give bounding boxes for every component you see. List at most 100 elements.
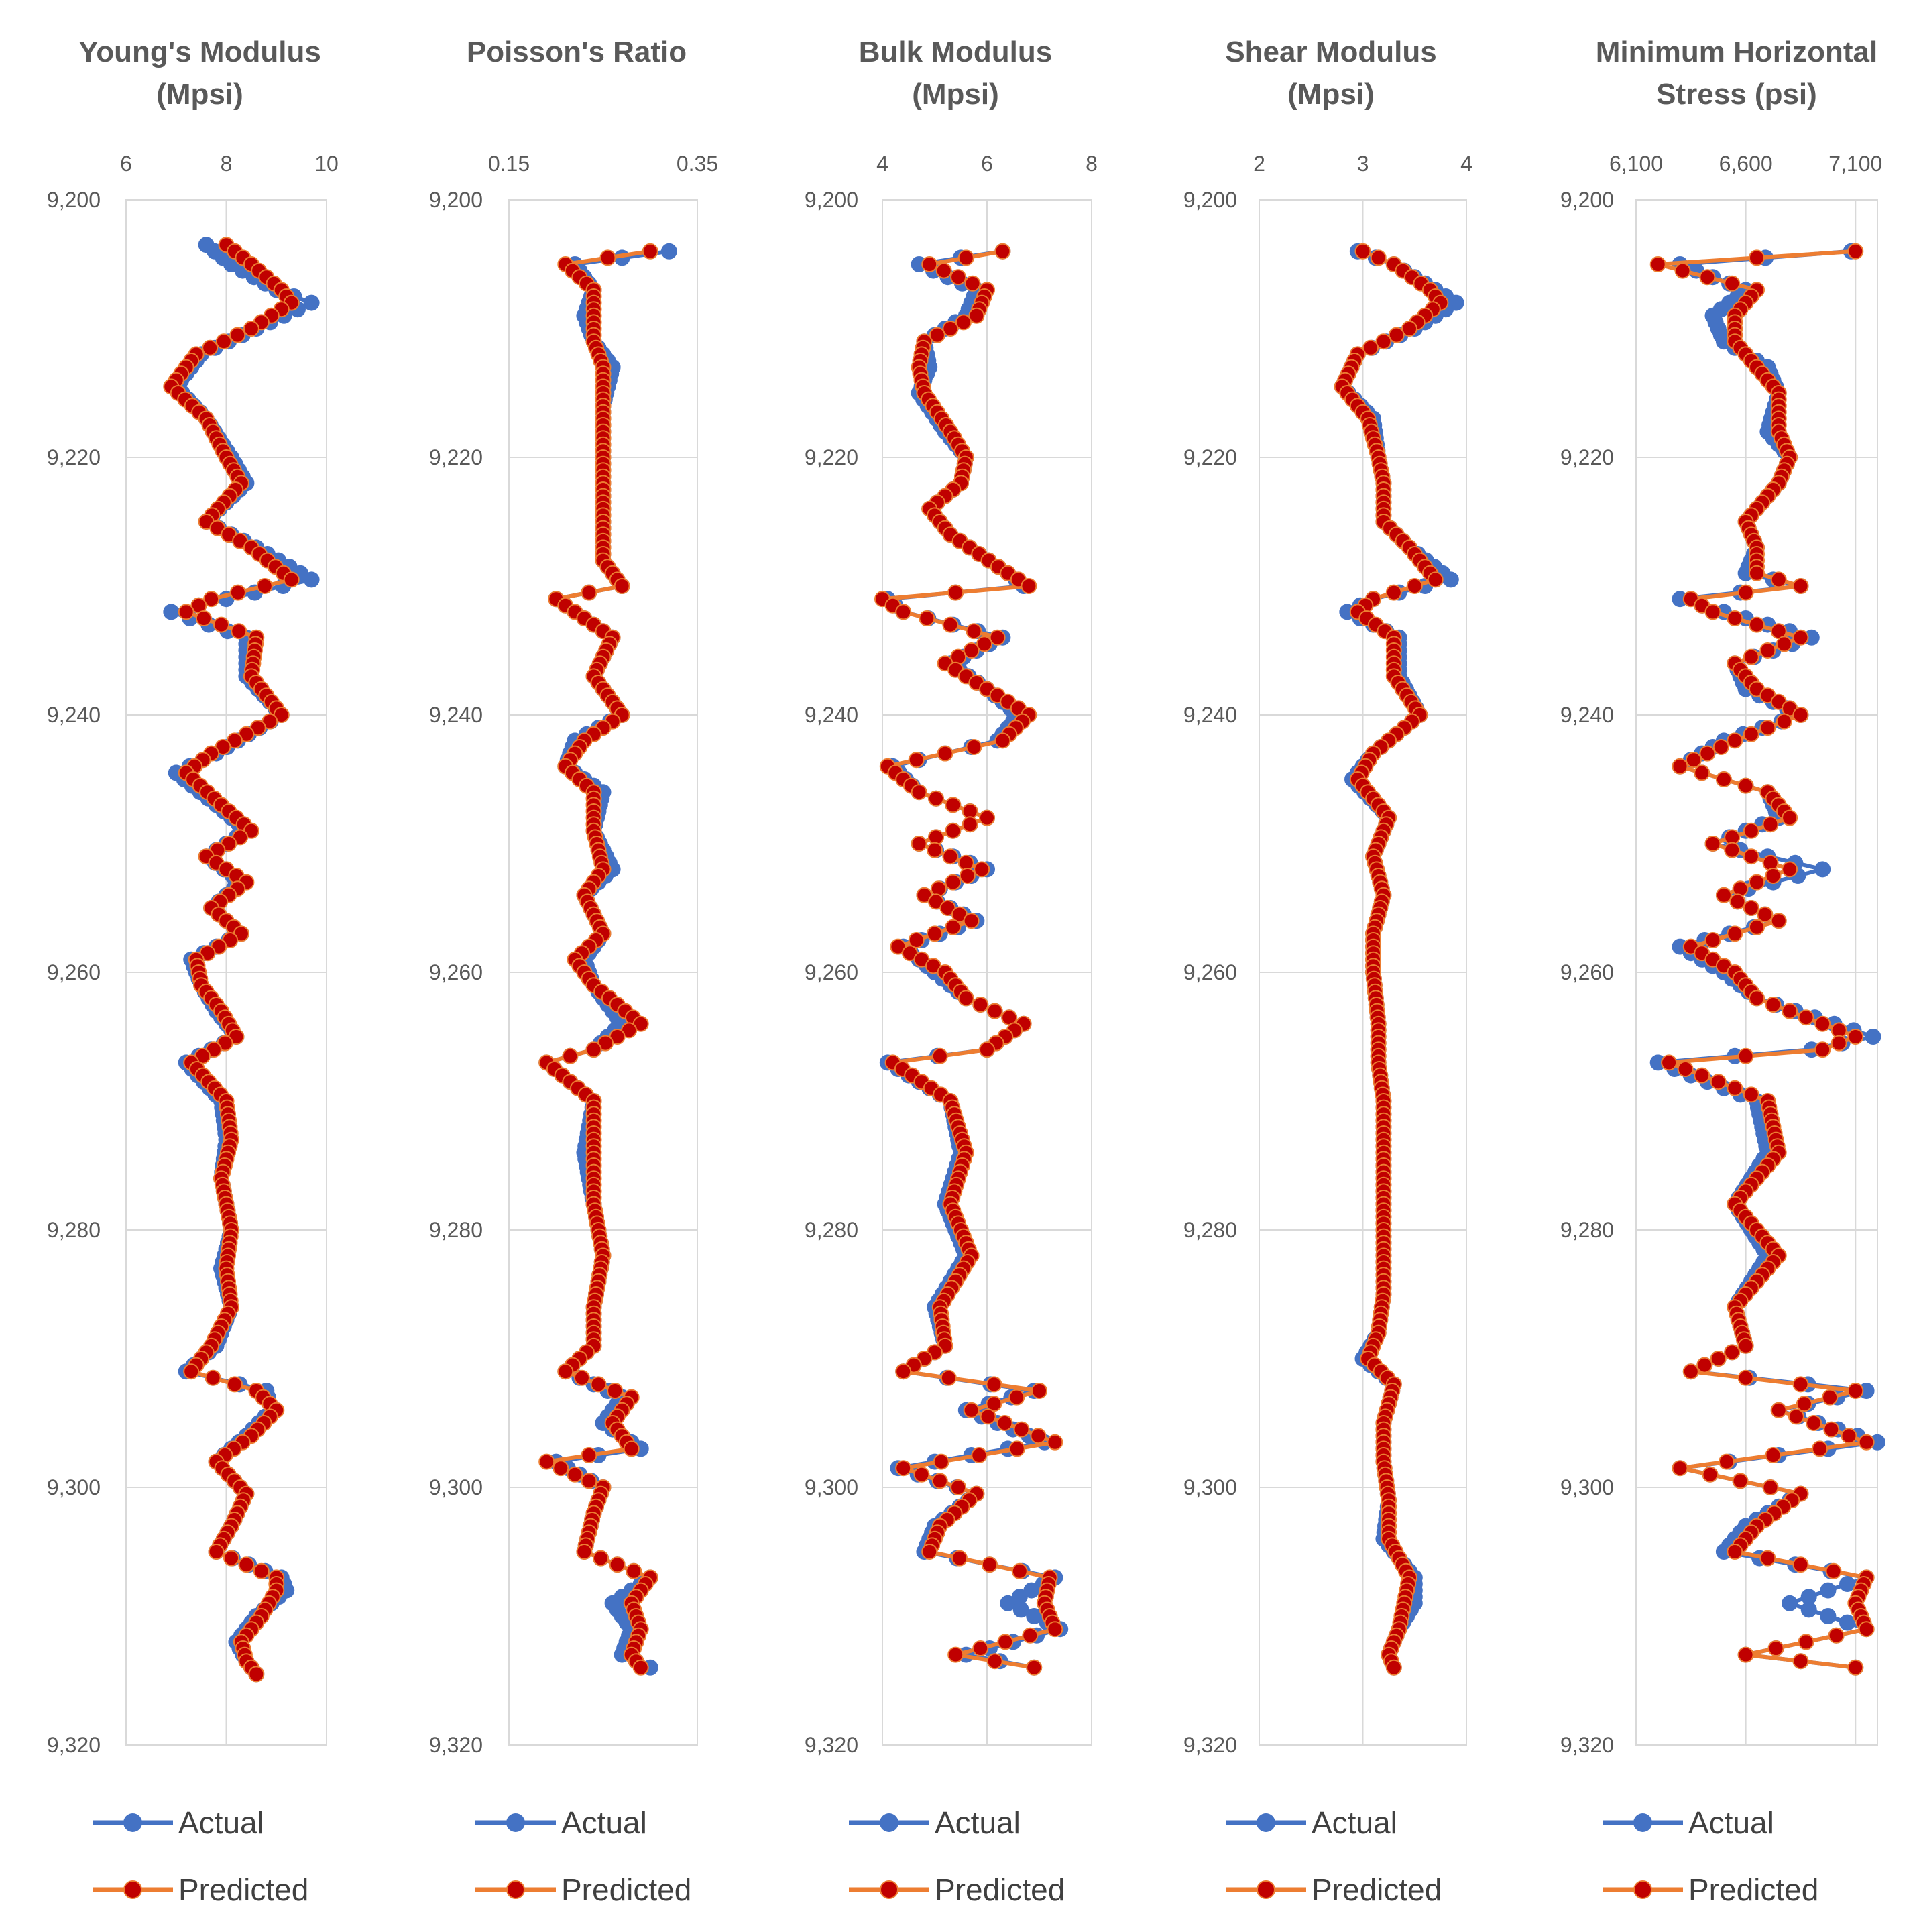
- predicted-point: [1770, 913, 1787, 929]
- chart-title-line: Young's Modulus: [78, 36, 321, 68]
- predicted-point: [957, 990, 974, 1007]
- predicted-point: [1743, 726, 1759, 742]
- predicted-point: [576, 1544, 593, 1560]
- predicted-point: [1704, 604, 1721, 620]
- predicted-point: [940, 1369, 957, 1386]
- predicted-point: [231, 623, 247, 640]
- chart-title: Shear Modulus (Mpsi): [1225, 36, 1436, 111]
- predicted-point: [1792, 578, 1809, 594]
- x-tick-label: 6,600: [1719, 152, 1773, 176]
- chart-title-line: Shear Modulus: [1225, 36, 1436, 68]
- predicted-point: [1732, 1473, 1749, 1489]
- predicted-point: [1710, 1074, 1727, 1090]
- x-tick-label: 10: [314, 152, 339, 176]
- series-predicted: [538, 243, 658, 1676]
- x-tick-label: 4: [876, 152, 888, 176]
- predicted-point: [1672, 758, 1688, 775]
- y-tick-label: 9,240: [429, 703, 483, 727]
- predicted-point: [1427, 571, 1444, 588]
- predicted-point: [1702, 1466, 1719, 1483]
- predicted-point: [945, 797, 962, 813]
- predicted-point: [585, 1041, 602, 1058]
- predicted-point: [195, 610, 212, 626]
- predicted-point: [942, 321, 959, 337]
- predicted-point: [942, 616, 959, 633]
- legend-predicted-marker: [1257, 1880, 1275, 1899]
- predicted-point: [994, 243, 1011, 260]
- predicted-point: [919, 610, 935, 626]
- predicted-point: [1674, 262, 1691, 279]
- predicted-point: [981, 1556, 998, 1573]
- y-tick-label: 9,280: [1183, 1218, 1237, 1242]
- predicted-point: [562, 1047, 579, 1064]
- x-tick-label: 2: [1253, 152, 1265, 176]
- x-tick-label: 6: [120, 152, 132, 176]
- predicted-point: [908, 752, 925, 769]
- predicted-point: [215, 333, 232, 350]
- predicted-point: [930, 880, 947, 897]
- chart-title-line: (Mpsi): [1287, 78, 1375, 111]
- legend-actual-marker: [1633, 1813, 1652, 1832]
- predicted-point: [1727, 610, 1743, 626]
- predicted-point: [1749, 919, 1765, 935]
- predicted-point: [1022, 1627, 1039, 1644]
- predicted-point: [1737, 1646, 1754, 1663]
- predicted-point: [895, 604, 912, 620]
- predicted-point: [1823, 1421, 1840, 1438]
- predicted-point: [614, 578, 630, 594]
- predicted-point: [921, 1544, 938, 1560]
- chart-panel-3: Bulk Modulus (Mpsi) 9,200 9,220 9,240 9,260 9,…: [805, 36, 1098, 1907]
- predicted-point: [1727, 1080, 1743, 1096]
- predicted-point: [979, 809, 995, 826]
- y-tick-label: 9,260: [47, 960, 101, 984]
- y-tick-label: 9,220: [1183, 445, 1237, 469]
- actual-point: [1865, 1029, 1881, 1045]
- predicted-point: [1749, 616, 1765, 633]
- predicted-point: [238, 1556, 255, 1573]
- x-tick-label: 8: [1086, 152, 1098, 176]
- predicted-point: [253, 1562, 270, 1579]
- predicted-point: [974, 861, 990, 878]
- y-tick-label: 9,280: [429, 1218, 483, 1242]
- predicted-point: [1375, 333, 1392, 350]
- predicted-point: [1749, 565, 1765, 581]
- actual-point: [1026, 1608, 1043, 1624]
- series-predicted: [874, 243, 1063, 1676]
- predicted-point: [1814, 1041, 1831, 1058]
- predicted-point: [183, 1363, 200, 1380]
- predicted-point: [1727, 732, 1743, 749]
- y-tick-label: 9,200: [1183, 188, 1237, 212]
- y-tick-label: 9,200: [429, 188, 483, 212]
- y-tick-label: 9,320: [805, 1733, 858, 1757]
- predicted-point: [1759, 642, 1776, 659]
- predicted-point: [581, 584, 597, 601]
- predicted-point: [1858, 1434, 1875, 1451]
- predicted-point: [997, 1634, 1014, 1650]
- legend-actual-label: Actual: [561, 1805, 647, 1840]
- predicted-point: [1013, 1421, 1030, 1438]
- predicted-point: [908, 932, 925, 948]
- predicted-point: [208, 1544, 225, 1560]
- x-tick-label: 7,100: [1828, 152, 1882, 176]
- legend-predicted-marker: [506, 1880, 525, 1899]
- plot-area-frame: [1259, 199, 1467, 1746]
- predicted-point: [963, 913, 980, 929]
- predicted-point: [1825, 1562, 1842, 1579]
- y-tick-label: 9,200: [1560, 188, 1614, 212]
- predicted-point: [1719, 1453, 1735, 1470]
- predicted-point: [928, 790, 944, 807]
- predicted-point: [1782, 1003, 1798, 1019]
- predicted-point: [623, 1440, 640, 1457]
- predicted-point: [203, 591, 220, 608]
- y-tick-label: 9,280: [805, 1218, 858, 1242]
- predicted-point: [971, 1447, 988, 1463]
- predicted-point: [937, 745, 953, 762]
- predicted-point: [581, 1447, 597, 1463]
- legend: Actual Predicted: [475, 1805, 691, 1907]
- actual-point: [303, 294, 320, 311]
- predicted-point: [581, 1473, 597, 1489]
- y-tick-label: 9,260: [429, 960, 483, 984]
- y-tick-label: 9,280: [47, 1218, 101, 1242]
- predicted-point: [205, 1369, 221, 1386]
- predicted-point: [1757, 906, 1774, 923]
